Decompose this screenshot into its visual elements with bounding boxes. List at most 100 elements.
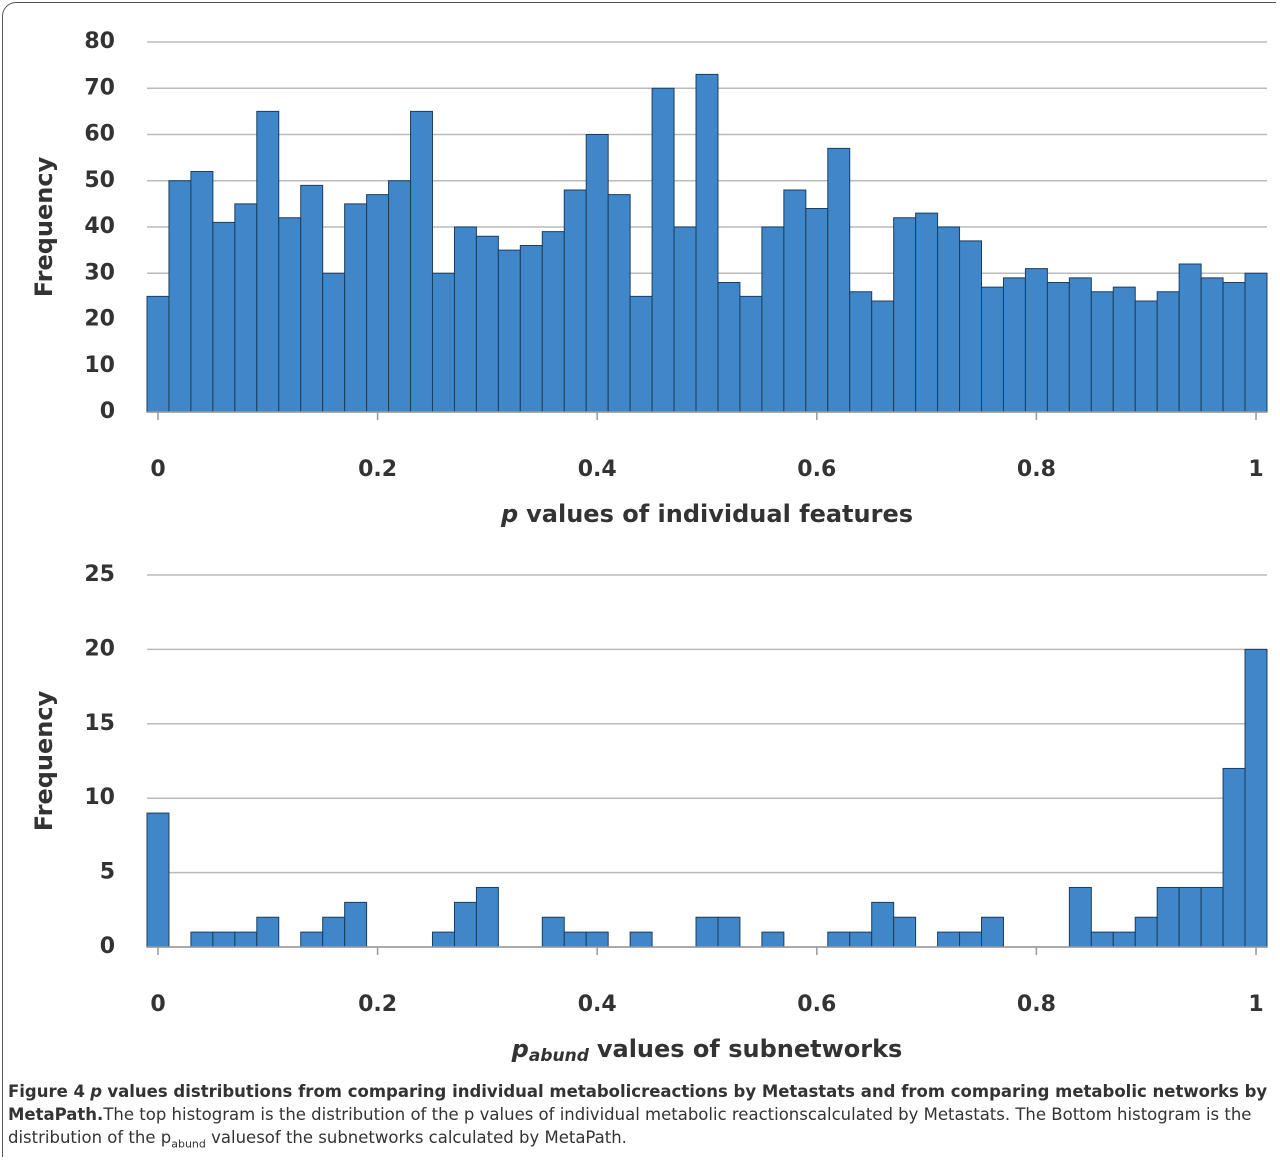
bar — [475, 235, 499, 413]
bar — [1156, 886, 1180, 948]
bar — [959, 931, 983, 948]
bar — [717, 282, 741, 413]
bar — [783, 189, 807, 413]
y-tick-label: 20 — [84, 307, 115, 332]
bar — [212, 931, 236, 948]
bar — [453, 901, 477, 948]
x-tick-label: 0.6 — [797, 457, 836, 482]
x-axis-title-text: values of subnetworks — [597, 1035, 902, 1063]
bar — [278, 217, 302, 413]
bar — [1002, 277, 1026, 413]
bar — [871, 901, 895, 948]
bar — [827, 147, 851, 413]
x-axis-title: pabund values of subnetworks — [511, 1035, 903, 1066]
bar — [805, 208, 829, 413]
x-tick-label: 0.6 — [797, 992, 836, 1017]
bar — [981, 286, 1004, 413]
caption-label: Figure 4 — [8, 1082, 86, 1101]
bar — [388, 180, 412, 413]
caption: Figure 4 p values distributions from com… — [8, 1080, 1274, 1155]
x-tick-label: 0 — [150, 457, 165, 482]
bar — [453, 226, 477, 413]
bar — [981, 916, 1004, 948]
x-axis-title-var: p — [500, 500, 518, 528]
bar — [607, 194, 631, 413]
bar — [1090, 931, 1114, 948]
bar — [168, 180, 192, 413]
x-tick-label: 0.2 — [358, 992, 397, 1017]
caption-title: values distributions from comparing indi… — [8, 1082, 1268, 1124]
caption-text: valuesof the subnetworks calculated by M… — [211, 1128, 627, 1147]
bar — [1222, 767, 1246, 948]
bar — [300, 931, 324, 948]
bar — [1134, 300, 1158, 413]
y-tick-label: 25 — [84, 562, 115, 587]
bar — [937, 931, 961, 948]
bar — [190, 931, 214, 948]
y-axis-title: Frequency — [30, 690, 58, 831]
bar — [651, 87, 675, 413]
bar — [849, 931, 873, 948]
bar — [761, 931, 785, 948]
y-tick-label: 15 — [84, 711, 115, 736]
bar — [1134, 916, 1158, 948]
bar — [300, 184, 324, 413]
bar — [761, 226, 785, 413]
bar — [1112, 931, 1136, 948]
bar — [256, 916, 280, 948]
bar — [1244, 272, 1268, 413]
bar — [717, 916, 741, 948]
bar — [256, 110, 280, 413]
bar — [695, 916, 719, 948]
bar — [322, 272, 346, 413]
x-tick-label: 0.4 — [578, 992, 617, 1017]
bar — [431, 272, 455, 413]
caption-var: p — [90, 1082, 103, 1101]
x-tick-label: 0.2 — [358, 457, 397, 482]
y-tick-label: 0 — [100, 399, 115, 424]
x-tick-label: 0.8 — [1017, 992, 1056, 1017]
y-tick-label: 30 — [84, 260, 115, 285]
bar — [1024, 268, 1048, 413]
bar — [1244, 648, 1268, 948]
y-tick-label: 60 — [84, 122, 115, 147]
bar — [1090, 291, 1114, 413]
bar — [212, 221, 236, 413]
bar — [629, 295, 653, 413]
bar — [1200, 886, 1224, 948]
y-tick-label: 5 — [100, 860, 115, 885]
x-tick-label: 0 — [150, 992, 165, 1017]
y-tick-label: 70 — [84, 75, 115, 100]
bar — [937, 226, 961, 413]
bar — [322, 916, 346, 948]
y-tick-label: 20 — [84, 636, 115, 661]
bar — [871, 300, 895, 413]
bar — [1222, 282, 1246, 413]
y-tick-label: 0 — [100, 934, 115, 959]
bar — [959, 240, 983, 413]
caption-text: The top histogram is the distribution of… — [8, 1105, 1252, 1147]
bar — [695, 73, 719, 413]
bar — [893, 916, 917, 948]
bar — [366, 194, 390, 413]
bar — [1068, 277, 1092, 413]
bar — [410, 110, 433, 413]
bar — [893, 217, 917, 413]
bar — [629, 931, 653, 948]
y-tick-label: 10 — [84, 353, 115, 378]
bar — [673, 226, 697, 413]
x-axis-title-var: p — [511, 1035, 529, 1063]
bar — [431, 931, 455, 948]
bar — [519, 245, 543, 413]
y-tick-label: 40 — [84, 214, 115, 239]
bar — [849, 291, 873, 413]
bar — [190, 171, 214, 413]
bar — [915, 212, 939, 413]
bar — [344, 203, 368, 413]
x-tick-label: 0.8 — [1017, 457, 1056, 482]
bar — [475, 886, 499, 948]
caption-sub: abund — [171, 1137, 206, 1151]
bar — [344, 901, 368, 948]
